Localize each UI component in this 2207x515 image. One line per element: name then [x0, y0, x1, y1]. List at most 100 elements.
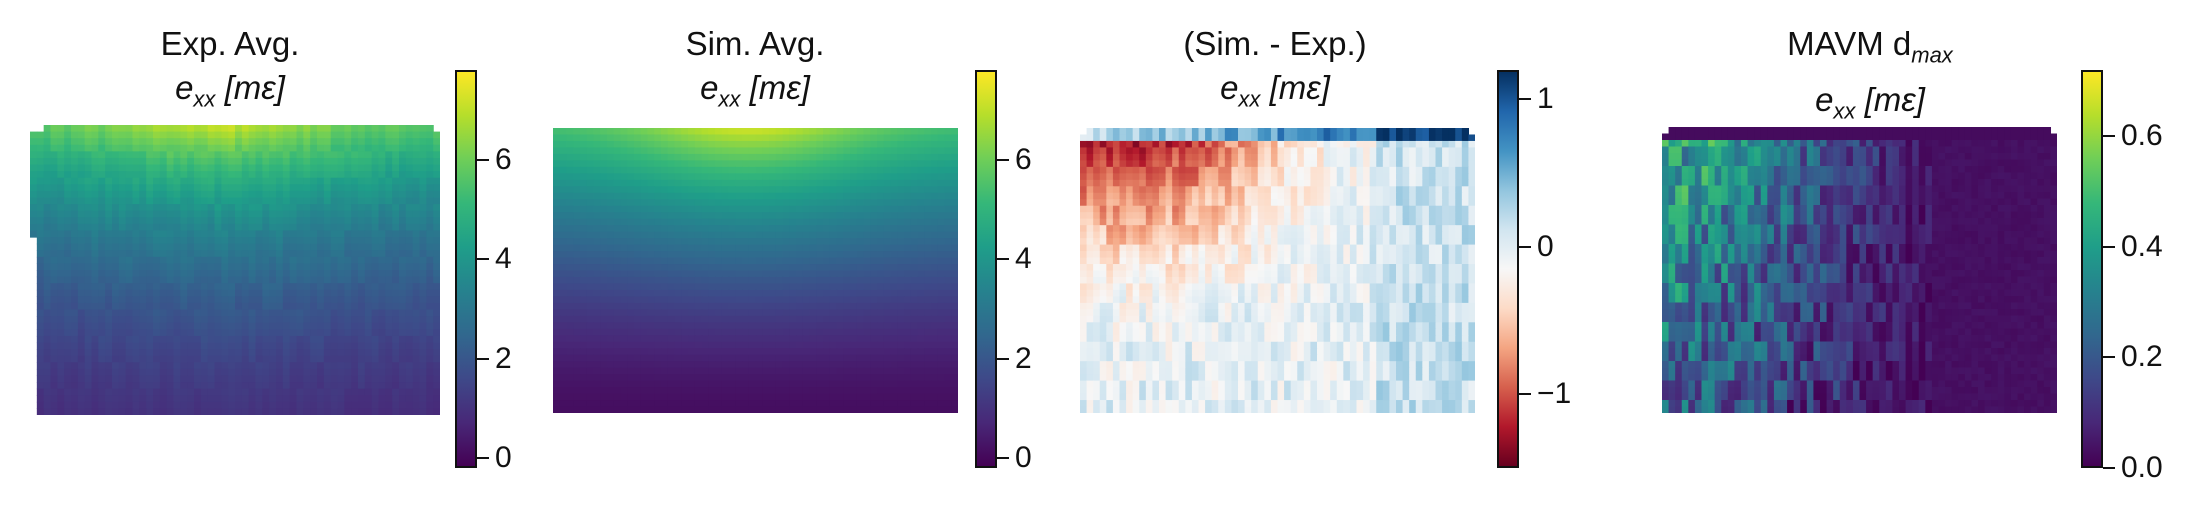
heatmap-cell: [282, 382, 291, 390]
heatmap-cell: [50, 184, 58, 192]
heatmap-cell: [289, 197, 298, 205]
heatmap-cell: [701, 166, 709, 174]
heatmap-cell: [228, 395, 236, 403]
heatmap-cell: [917, 186, 925, 194]
heatmap-cell: [125, 270, 134, 278]
symbol-sub: xx: [193, 86, 216, 112]
heatmap-cell: [863, 309, 871, 317]
heatmap-cell: [701, 341, 709, 349]
heatmap-cell: [789, 212, 797, 220]
heatmap-cell: [924, 218, 932, 226]
heatmap-cell: [399, 217, 407, 225]
heatmap-cell: [118, 151, 127, 159]
heatmap-cell: [742, 354, 750, 362]
heatmap-cell: [241, 243, 250, 251]
heatmap-cell: [118, 335, 127, 344]
heatmap-cell: [228, 401, 236, 410]
heatmap-cell: [681, 341, 689, 349]
heatmap-cell: [405, 131, 414, 139]
heatmap-cell: [701, 315, 709, 323]
heatmap-cell: [573, 128, 581, 136]
heatmap-cell: [323, 388, 332, 396]
heatmap-cell: [694, 270, 703, 278]
heatmap-cell: [57, 276, 65, 284]
heatmap-cell: [419, 131, 427, 139]
heatmap-cell: [688, 315, 696, 323]
heatmap-cell: [173, 250, 181, 258]
heatmap-cell: [36, 289, 45, 297]
heatmap-cell: [823, 212, 831, 220]
heatmap-cell: [262, 276, 270, 284]
heatmap-cell: [850, 231, 858, 239]
heatmap-cell: [681, 205, 689, 213]
heatmap-cell: [721, 315, 730, 323]
heatmap-cell: [132, 289, 140, 297]
heatmap-cell: [688, 179, 696, 187]
heatmap-cell: [255, 197, 263, 205]
heatmap-cell: [802, 354, 811, 362]
heatmap-cell: [762, 289, 770, 298]
heatmap-cell: [863, 166, 871, 174]
heatmap-cell: [105, 263, 113, 271]
heatmap-cell: [146, 164, 154, 172]
heatmap-cell: [166, 223, 175, 232]
heatmap-cell: [607, 225, 615, 233]
heatmap-cell: [897, 328, 905, 336]
heatmap-cell: [351, 408, 359, 415]
heatmap-cell: [392, 190, 400, 199]
heatmap-cell: [748, 166, 757, 174]
heatmap-cell: [769, 225, 777, 233]
heatmap-cell: [255, 349, 263, 357]
heatmap-cell: [378, 190, 386, 199]
heatmap-cell: [796, 270, 804, 278]
heatmap-cell: [166, 388, 175, 396]
heatmap-cell: [694, 166, 703, 174]
heatmap-cell: [50, 125, 58, 133]
heatmap-cell: [796, 289, 804, 298]
heatmap-cell: [688, 374, 696, 382]
heatmap-cell: [890, 199, 898, 207]
heatmap-cell: [910, 302, 919, 310]
heatmap-cell: [715, 166, 723, 174]
heatmap-cell: [344, 250, 352, 258]
heatmap-cell: [296, 382, 304, 390]
heatmap-cell: [200, 204, 209, 212]
heatmap-cell: [701, 160, 709, 168]
heatmap-cell: [937, 192, 946, 200]
heatmap-cell: [721, 322, 730, 330]
heatmap-cell: [688, 348, 696, 356]
heatmap-cell: [289, 401, 298, 410]
heatmap-cell: [310, 217, 318, 225]
heatmap-cell: [77, 335, 86, 344]
heatmap-cell: [789, 225, 797, 233]
heatmap-cell: [944, 322, 952, 330]
heatmap-cell: [843, 296, 851, 304]
heatmap-cell: [661, 140, 669, 149]
heatmap-cell: [742, 179, 750, 187]
heatmap-cell: [870, 231, 878, 239]
heatmap-cell: [870, 283, 878, 291]
heatmap-cell: [125, 151, 134, 159]
heatmap-cell: [877, 322, 885, 330]
heatmap-cell: [654, 283, 662, 291]
heatmap-cell: [883, 140, 892, 149]
heatmap-cell: [694, 374, 703, 382]
heatmap-cell: [358, 164, 366, 172]
heatmap-cell: [337, 164, 345, 172]
heatmap-cell: [917, 335, 925, 343]
heatmap-cell: [796, 225, 804, 233]
heatmap-cell: [917, 244, 925, 252]
heatmap-cell: [112, 302, 120, 311]
heatmap-cell: [937, 199, 946, 207]
heatmap-cell: [91, 388, 99, 396]
heatmap-cell: [214, 270, 222, 278]
heatmap-cell: [883, 361, 892, 369]
heatmap-cell: [809, 296, 817, 304]
heatmap-cell: [762, 367, 770, 375]
heatmap-cell: [843, 283, 851, 291]
heatmap-cell: [289, 171, 298, 179]
heatmap-cell: [553, 251, 561, 259]
heatmap-cell: [159, 243, 168, 251]
heatmap-cell: [235, 230, 243, 238]
heatmap-cell: [282, 190, 291, 199]
